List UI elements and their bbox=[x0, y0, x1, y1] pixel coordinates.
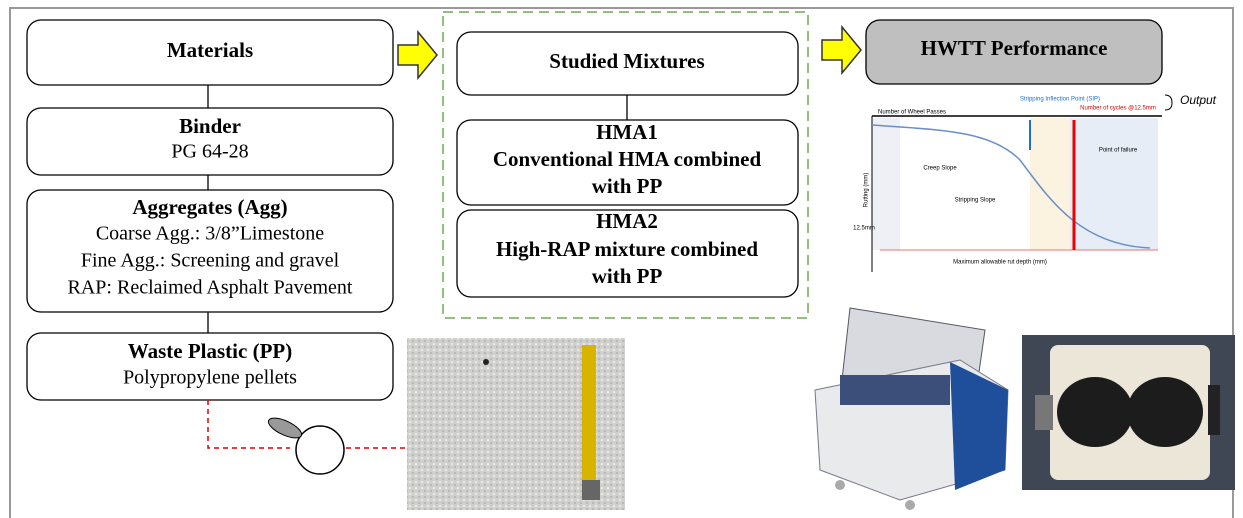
aggregates-text: Fine Agg.: Screening and gravel bbox=[81, 250, 340, 272]
hma1-text: with PP bbox=[592, 174, 663, 198]
hwtt-title: HWTT Performance bbox=[921, 36, 1108, 60]
graph-max-depth: Maximum allowable rut depth (mm) bbox=[953, 260, 1047, 266]
graph-creep: Creep Slope bbox=[923, 166, 957, 172]
arrow bbox=[822, 27, 861, 73]
graph-depth: 12.5mm bbox=[853, 226, 875, 232]
brace bbox=[1165, 95, 1172, 110]
pellets-photo bbox=[407, 338, 625, 510]
graph-y-label: Rutting (mm) bbox=[864, 173, 870, 208]
graph-sip: Stripping Inflection Point (SIP) bbox=[1020, 97, 1100, 103]
output-label: Output bbox=[1180, 93, 1217, 107]
waste-plastic-title: Waste Plastic (PP) bbox=[128, 339, 292, 363]
hwtt-machine-photo bbox=[815, 308, 1008, 510]
hma1-text: Conventional HMA combined bbox=[493, 147, 762, 171]
graph-cycles: Number of cycles @12.5mm bbox=[1080, 106, 1156, 112]
binder-text: PG 64-28 bbox=[171, 141, 248, 163]
hma2-title: HMA2 bbox=[596, 209, 658, 233]
aggregates-text: RAP: Reclaimed Asphalt Pavement bbox=[68, 277, 353, 299]
aggregates-title: Aggregates (Agg) bbox=[132, 195, 287, 219]
hma2-text: with PP bbox=[592, 264, 663, 288]
arrow bbox=[398, 32, 437, 78]
graph-failure: Point of failure bbox=[1099, 148, 1138, 154]
hwtt-graph: Number of Wheel Passes Stripping Inflect… bbox=[853, 95, 1162, 290]
sample-photo bbox=[1022, 335, 1235, 490]
materials-title: Materials bbox=[167, 38, 253, 62]
diagram: Materials Binder PG 64-28 Aggregates (Ag… bbox=[0, 0, 1243, 518]
hma2-text: High-RAP mixture combined bbox=[496, 237, 758, 261]
graph-stripping: Stripping Slope bbox=[955, 198, 996, 204]
hma1-title: HMA1 bbox=[596, 120, 658, 144]
aggregates-text: Coarse Agg.: 3/8”Limestone bbox=[96, 223, 324, 245]
binder-title: Binder bbox=[179, 114, 241, 138]
graph-x-label: Number of Wheel Passes bbox=[878, 110, 946, 116]
waste-plastic-text: Polypropylene pellets bbox=[123, 367, 297, 389]
magnifier bbox=[208, 400, 405, 474]
mixtures-title: Studied Mixtures bbox=[549, 49, 704, 73]
